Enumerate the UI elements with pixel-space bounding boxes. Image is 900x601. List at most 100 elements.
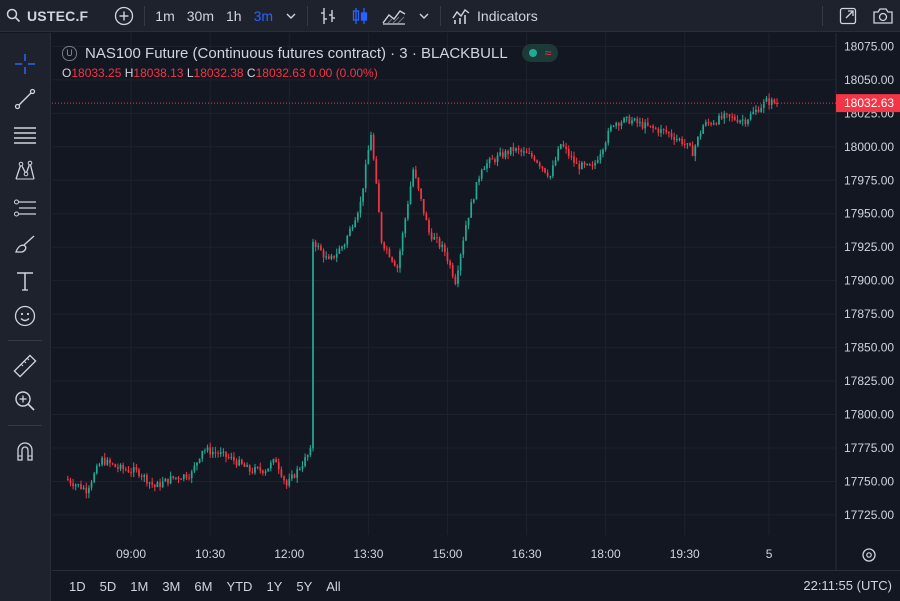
interval-1m[interactable]: 1m xyxy=(155,7,175,24)
range-1d[interactable]: 1D xyxy=(69,578,86,594)
brush-tool[interactable] xyxy=(12,231,38,257)
candle-body xyxy=(586,163,589,165)
range-1y[interactable]: 1Y xyxy=(266,578,283,594)
candle-body xyxy=(536,160,538,163)
range-5d[interactable]: 5D xyxy=(99,578,117,594)
emoji-tool[interactable] xyxy=(12,303,38,329)
market-status-pill[interactable]: ≈ xyxy=(521,44,559,62)
candle-body xyxy=(388,249,391,258)
candle-body xyxy=(538,162,541,167)
candle-body xyxy=(391,257,393,262)
candle-body xyxy=(712,123,715,125)
pattern-tool[interactable] xyxy=(12,158,38,184)
candle-body xyxy=(346,235,349,245)
search-icon xyxy=(6,8,21,23)
time-axis[interactable]: 09:00 10:30 12:00 13:30 15:00 16:30 18:00 19:30… xyxy=(116,547,773,561)
candle-body xyxy=(517,148,520,150)
emoji-icon xyxy=(13,304,37,328)
candle-body xyxy=(153,484,156,488)
close-key: C xyxy=(246,66,256,80)
candle-body xyxy=(657,128,660,133)
candle-body xyxy=(731,116,734,118)
candle-body xyxy=(631,120,633,124)
indicators-label: Indicators xyxy=(477,7,538,24)
candle-body xyxy=(66,478,69,481)
interval-30m[interactable]: 30m xyxy=(186,7,214,24)
utc-clock[interactable]: 22:11:55 (UTC) xyxy=(803,578,892,593)
range-1m[interactable]: 1M xyxy=(130,578,149,594)
range-ytd[interactable]: YTD xyxy=(226,578,253,594)
candle-body xyxy=(383,242,386,249)
instrument-title[interactable]: NAS100 Future (Continuous futures contra… xyxy=(85,44,508,62)
candle-body xyxy=(570,155,573,157)
interval-3m[interactable]: 3m xyxy=(253,7,274,24)
candle-body xyxy=(646,122,649,126)
range-all[interactable]: All xyxy=(326,578,341,594)
pattern-icon xyxy=(13,159,37,183)
indicators-button[interactable]: Indicators xyxy=(445,0,544,32)
area-chart-button[interactable] xyxy=(376,0,412,32)
magnet-tool[interactable] xyxy=(12,438,38,464)
toolbar-divider xyxy=(822,5,823,26)
candle-body xyxy=(562,144,565,147)
candle-body xyxy=(414,169,417,178)
candle-body xyxy=(660,129,662,133)
candle-body xyxy=(251,471,254,473)
range-6m[interactable]: 6M xyxy=(194,578,213,594)
chart-type-dropdown[interactable] xyxy=(412,0,436,32)
candle-body xyxy=(177,477,180,479)
low-value: 18032.38 xyxy=(193,66,244,80)
compare-button[interactable] xyxy=(108,0,140,32)
candle-body xyxy=(686,143,689,145)
time-tick-label: 19:30 xyxy=(670,547,700,561)
candle-body xyxy=(512,147,515,151)
candle-body xyxy=(272,459,275,463)
candle-body xyxy=(588,163,591,166)
time-axis-settings[interactable] xyxy=(862,548,876,562)
range-5y[interactable]: 5Y xyxy=(296,578,313,594)
candle-body xyxy=(509,147,512,155)
candle-body xyxy=(604,142,607,150)
price-axis[interactable]: 17725.00 17750.00 17775.00 17800.00 17825.00… xyxy=(844,39,894,522)
candle-body xyxy=(349,228,351,236)
fib-tool[interactable] xyxy=(12,122,38,148)
text-tool[interactable] xyxy=(12,268,38,294)
candles-button[interactable] xyxy=(344,0,376,32)
candle-body xyxy=(549,176,552,178)
candle-body xyxy=(130,472,132,474)
price-chart[interactable]: 17725.00 17750.00 17775.00 17800.00 17825.00… xyxy=(52,33,900,570)
interval-1h[interactable]: 1h xyxy=(225,7,242,24)
candle-body xyxy=(227,457,230,459)
candle-body xyxy=(639,121,641,123)
crosshair-tool[interactable] xyxy=(12,51,38,77)
candle-body xyxy=(254,467,256,473)
interval-dropdown[interactable] xyxy=(279,0,303,32)
snapshot-button[interactable] xyxy=(866,0,900,32)
candle-body xyxy=(409,186,412,205)
candle-body xyxy=(504,151,507,158)
forecast-tool[interactable] xyxy=(12,195,38,221)
candle-body xyxy=(662,129,665,131)
low-key: L xyxy=(186,66,194,80)
candle-body xyxy=(312,241,314,449)
candle-body xyxy=(530,153,533,157)
candle-body xyxy=(280,469,283,477)
candle-body xyxy=(412,169,415,187)
candle-body xyxy=(341,246,343,249)
symbol-search[interactable]: USTEC.F xyxy=(0,0,94,32)
magnet-icon xyxy=(13,439,37,463)
candle-body xyxy=(322,250,325,258)
fullscreen-button[interactable] xyxy=(832,0,864,32)
candle-body xyxy=(486,163,488,169)
bar-chart-button[interactable] xyxy=(312,0,344,32)
bottom-toolbar: 1D 5D 1M 3M 6M YTD 1Y 5Y All 22:11:55 (U… xyxy=(52,570,900,601)
measure-tool[interactable] xyxy=(12,353,38,379)
candle-body xyxy=(707,122,710,124)
candle-body xyxy=(665,129,668,133)
range-3m[interactable]: 3M xyxy=(162,578,181,594)
candle-body xyxy=(776,102,778,104)
trendline-tool[interactable] xyxy=(12,86,38,112)
candle-body xyxy=(185,474,188,478)
zoom-tool[interactable] xyxy=(12,388,38,414)
candle-body xyxy=(480,169,483,179)
